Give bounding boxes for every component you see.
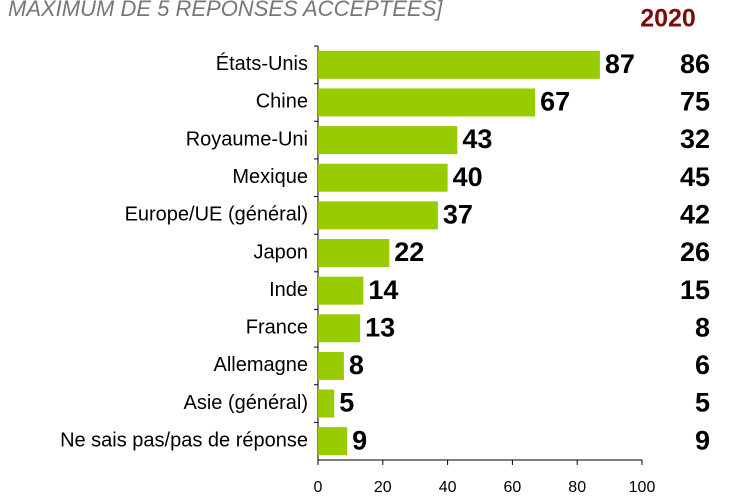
bar bbox=[318, 50, 600, 79]
category-label: Royaume-Uni bbox=[186, 128, 308, 150]
x-tick-label: 0 bbox=[314, 479, 323, 496]
bar bbox=[318, 163, 448, 192]
bar bbox=[318, 427, 348, 456]
bar bbox=[318, 201, 438, 230]
category-label: États-Unis bbox=[216, 52, 308, 75]
comparison-value: 42 bbox=[680, 199, 710, 229]
value-label: 43 bbox=[462, 124, 492, 154]
category-label: Asie (général) bbox=[183, 392, 308, 414]
x-tick-label: 20 bbox=[374, 479, 392, 496]
value-label: 13 bbox=[365, 312, 395, 342]
value-label: 87 bbox=[605, 49, 635, 79]
comparison-header: 2020 bbox=[640, 5, 696, 33]
comparison-value: 86 bbox=[680, 49, 710, 79]
x-tick-label: 80 bbox=[568, 479, 586, 496]
category-label: Allemagne bbox=[213, 354, 308, 376]
comparison-value: 26 bbox=[680, 237, 710, 267]
category-label: Ne sais pas/pas de réponse bbox=[60, 429, 308, 451]
category-label: Chine bbox=[256, 91, 308, 113]
category-label: France bbox=[246, 317, 308, 339]
x-tick-label: 100 bbox=[629, 479, 656, 496]
value-label: 40 bbox=[453, 162, 483, 192]
bar bbox=[318, 351, 344, 380]
comparison-value: 75 bbox=[680, 87, 710, 117]
category-label: Inde bbox=[269, 279, 308, 301]
comparison-value: 9 bbox=[695, 425, 710, 455]
bar bbox=[318, 314, 361, 343]
value-label: 5 bbox=[339, 388, 354, 418]
bar bbox=[318, 88, 536, 117]
value-label: 9 bbox=[352, 425, 367, 455]
comparison-value: 8 bbox=[695, 312, 710, 342]
value-label: 14 bbox=[368, 275, 398, 305]
value-label: 37 bbox=[443, 199, 473, 229]
value-label: 8 bbox=[349, 350, 364, 380]
comparison-value: 6 bbox=[695, 350, 710, 380]
category-label: Mexique bbox=[232, 166, 308, 188]
comparison-value: 5 bbox=[695, 388, 710, 418]
comparison-value: 15 bbox=[680, 275, 710, 305]
comparison-value: 32 bbox=[680, 124, 710, 154]
bar bbox=[318, 126, 458, 155]
bar bbox=[318, 389, 335, 418]
bar bbox=[318, 239, 390, 267]
x-tick-label: 60 bbox=[504, 479, 522, 496]
x-tick-label: 40 bbox=[439, 479, 457, 496]
subtitle: MAXIMUM DE 5 RÉPONSES ACCEPTÉES] bbox=[8, 0, 443, 21]
value-label: 67 bbox=[540, 87, 570, 117]
comparison-value: 45 bbox=[680, 162, 710, 192]
bar bbox=[318, 276, 364, 305]
category-label: Japon bbox=[254, 241, 309, 263]
category-label: Europe/UE (général) bbox=[125, 204, 308, 226]
value-label: 22 bbox=[394, 237, 424, 267]
